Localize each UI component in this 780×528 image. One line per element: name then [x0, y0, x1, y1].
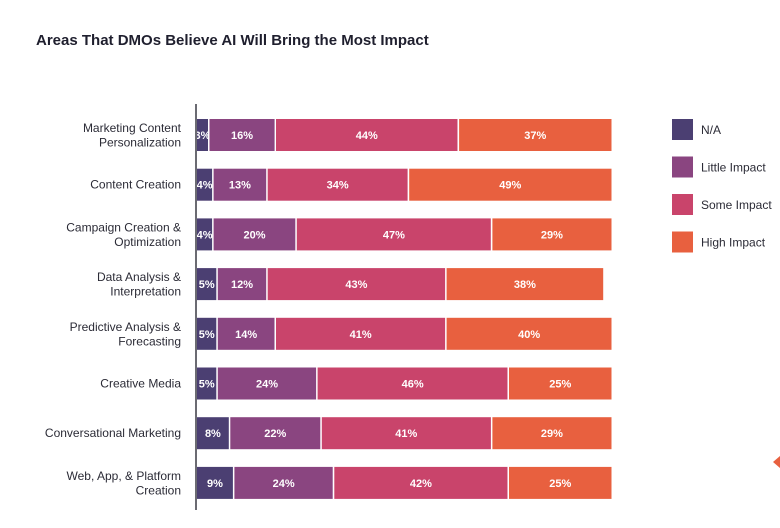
- bar-segment: [217, 268, 267, 301]
- bar-segment: [197, 119, 208, 151]
- data-label: 25%: [549, 478, 571, 490]
- category-label: Predictive Analysis &: [70, 320, 181, 334]
- bar-segment: [213, 168, 267, 201]
- legend-swatch: [672, 119, 693, 140]
- bar-segment: [296, 218, 491, 251]
- chart-title: Areas That DMOs Believe AI Will Bring th…: [36, 32, 429, 49]
- bar-segment: [267, 268, 446, 301]
- bar-segment: [334, 466, 508, 499]
- bar-segment: [492, 218, 612, 251]
- data-label: 41%: [350, 329, 372, 341]
- legend-swatch: [672, 231, 693, 253]
- data-label: 49%: [499, 180, 521, 192]
- data-label: 29%: [541, 229, 563, 241]
- bar-segment: [267, 168, 408, 201]
- data-label: 5%: [199, 279, 215, 291]
- bar-segment: [217, 317, 275, 350]
- category-label: Optimization: [114, 235, 181, 249]
- data-label: 13%: [229, 180, 251, 192]
- bar-segment: [209, 119, 275, 151]
- category-label: Data Analysis &: [97, 270, 181, 284]
- data-label: 29%: [541, 428, 563, 440]
- legend-label: N/A: [701, 123, 721, 137]
- legend-label: Some Impact: [701, 198, 772, 212]
- data-label: 47%: [383, 229, 405, 241]
- data-label: 37%: [524, 130, 546, 142]
- data-label: 4%: [197, 229, 213, 241]
- data-label: 20%: [243, 229, 265, 241]
- data-label: 25%: [549, 379, 571, 391]
- legend-swatch: [672, 194, 693, 215]
- legend: N/A Little Impact Some Impact High Impact: [672, 119, 772, 253]
- data-label: 4%: [197, 180, 213, 192]
- legend-label: Little Impact: [701, 161, 766, 175]
- bar-segment: [197, 268, 217, 301]
- bar-segment: [492, 417, 612, 450]
- data-label: 43%: [345, 279, 367, 291]
- bar-segment: [276, 317, 446, 350]
- bar-segment: [230, 417, 321, 450]
- category-label: Marketing Content: [83, 121, 182, 135]
- data-label: 24%: [256, 379, 278, 391]
- category-label: Creation: [136, 483, 181, 497]
- bar-segment: [321, 417, 491, 450]
- bar-segment: [459, 119, 612, 151]
- bar-segment: [197, 218, 213, 251]
- data-label: 14%: [235, 329, 257, 341]
- bar-segment: [446, 268, 604, 301]
- category-label: Content Creation: [90, 178, 181, 192]
- category-label: Creative Media: [100, 377, 181, 391]
- data-label: 16%: [231, 130, 253, 142]
- bar-segment: [509, 466, 612, 499]
- corner-arrow-icon: [773, 456, 780, 468]
- bars-group: 3% 16% 44% 37% 4% 13% 34% 49% 4% 20% 47% 29% 5% 12% 43…: [195, 119, 612, 499]
- data-label: 24%: [273, 478, 295, 490]
- data-label: 42%: [410, 478, 432, 490]
- data-label: 38%: [514, 279, 536, 291]
- data-label: 9%: [207, 478, 223, 490]
- bar-segment: [276, 119, 458, 151]
- bar-segment: [317, 367, 508, 400]
- bar-segment: [509, 367, 612, 400]
- category-label: Personalization: [99, 136, 181, 150]
- category-label: Forecasting: [118, 334, 181, 348]
- category-label: Conversational Marketing: [45, 426, 181, 440]
- bar-segment: [409, 168, 612, 201]
- bar-segment: [197, 367, 217, 400]
- data-label: 8%: [205, 428, 221, 440]
- data-label: 40%: [518, 329, 540, 341]
- bar-segment: [217, 367, 317, 400]
- data-label: 46%: [402, 379, 424, 391]
- data-label: 44%: [356, 130, 378, 142]
- bar-segment: [197, 317, 217, 350]
- data-label: 12%: [231, 279, 253, 291]
- data-label: 5%: [199, 379, 215, 391]
- bar-segment: [197, 168, 213, 201]
- legend-swatch: [672, 156, 693, 178]
- bar-segment: [234, 466, 333, 499]
- data-label: 5%: [199, 329, 215, 341]
- data-label: 22%: [264, 428, 286, 440]
- data-label: 3%: [195, 130, 211, 142]
- data-label: 34%: [327, 180, 349, 192]
- bar-segment: [197, 466, 233, 499]
- category-label: Campaign Creation &: [66, 220, 181, 234]
- category-label: Interpretation: [110, 285, 181, 299]
- bar-segment: [213, 218, 296, 251]
- data-label: 41%: [395, 428, 417, 440]
- bar-segment: [197, 417, 229, 450]
- bar-segment: [446, 317, 612, 350]
- legend-label: High Impact: [701, 236, 766, 250]
- category-label: Web, App, & Platform: [67, 469, 182, 483]
